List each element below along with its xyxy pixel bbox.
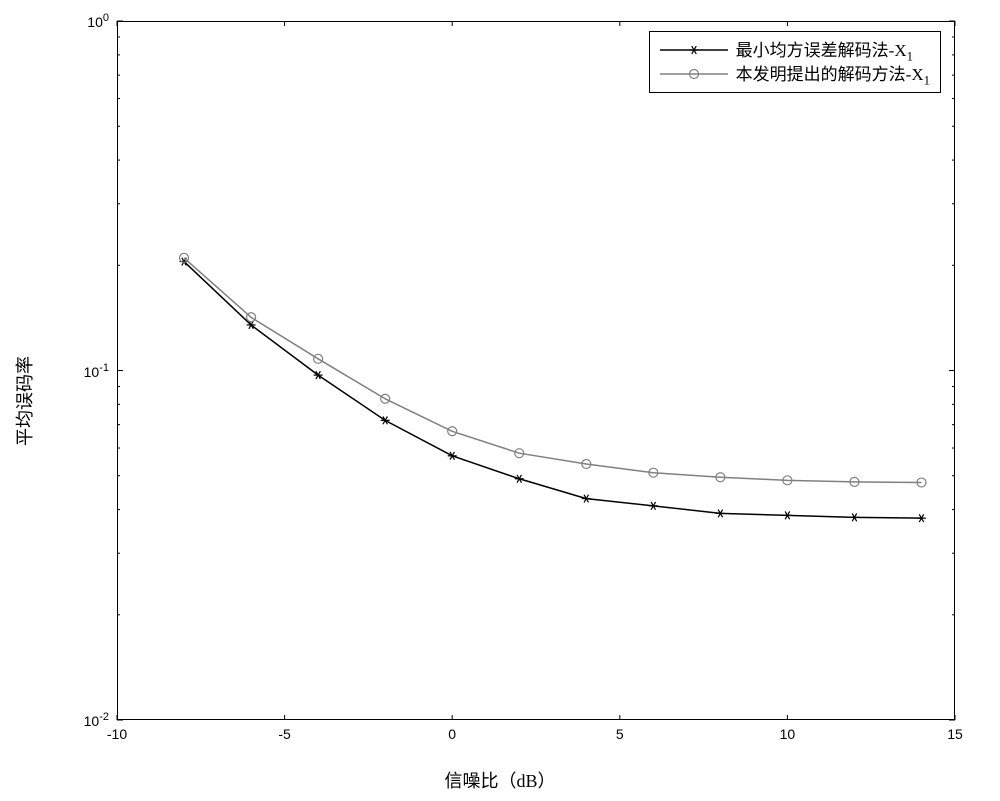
plot-area: 10-210-1100 -10-5051015 最小均方误差解码法-X1本发明提… <box>117 21 955 720</box>
y-axis-title: 平均误码率 <box>11 356 37 446</box>
series-group <box>180 253 926 522</box>
legend-swatch <box>658 64 730 84</box>
x-tick-label: -10 <box>107 726 127 742</box>
x-tick-label: 15 <box>947 726 963 742</box>
legend-row: 本发明提出的解码方法-X1 <box>658 62 930 86</box>
x-tick-label: 10 <box>780 726 796 742</box>
y-tick-label: 100 <box>87 12 109 30</box>
y-tick-label: 10-2 <box>84 711 109 729</box>
x-tick-label: 0 <box>448 726 456 742</box>
x-axis-title: 信噪比（dB） <box>444 767 555 793</box>
chart-figure: 10-2 10-1 100 -10 -5 0 5 10 15 最小均方误差解码法-X1本发明提… <box>0 0 1000 801</box>
y-tick-label: 10-1 <box>84 362 109 380</box>
legend-swatch <box>658 40 730 60</box>
plot-svg <box>117 21 955 720</box>
x-tick-label: -5 <box>278 726 290 742</box>
legend-label: 本发明提出的解码方法-X1 <box>736 60 930 88</box>
legend: 最小均方误差解码法-X1本发明提出的解码方法-X1 <box>649 31 941 93</box>
x-tick-label: 5 <box>616 726 624 742</box>
legend-row: 最小均方误差解码法-X1 <box>658 38 930 62</box>
